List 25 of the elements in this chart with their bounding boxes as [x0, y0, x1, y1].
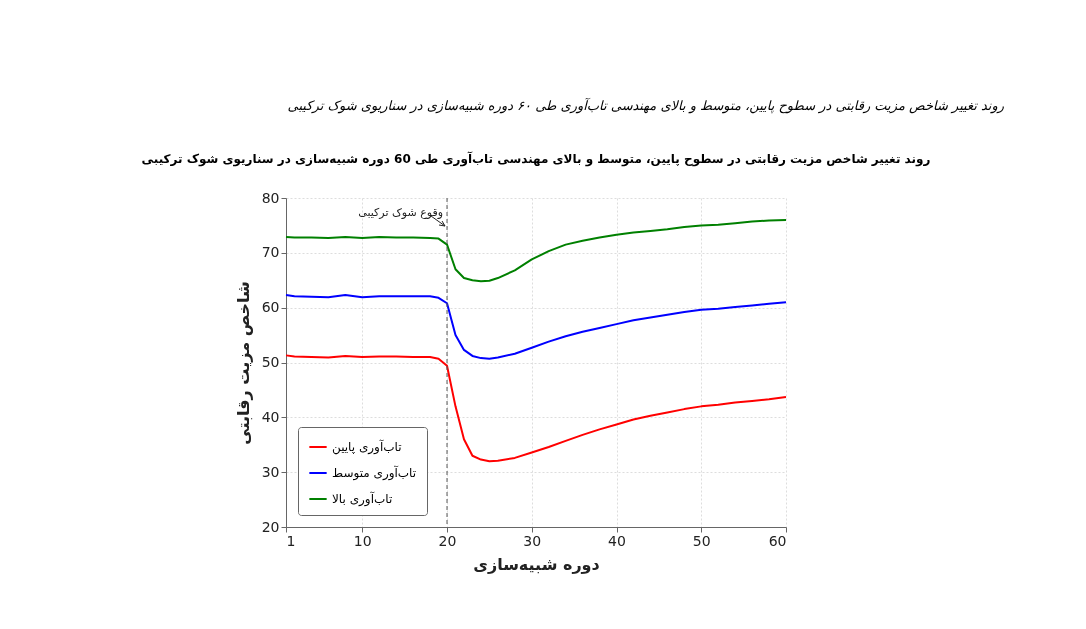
x-tick-label: 30: [523, 532, 542, 549]
line-series: [285, 354, 787, 463]
text: روند تغییر شاخص مزیت رقابتی در سطوح پایین، متوسط و بالای مهندسی تاب‌آوری طی ۶۰ دوره شبیه‌سازی در سناریوی شوک ترکیبی: [287, 98, 1004, 113]
y-tick-label: 70: [261, 244, 280, 261]
x-tick-label: 10: [353, 532, 372, 549]
y-tick-label: 40: [261, 408, 280, 425]
x-axis-title: دوره شبیه‌سازی: [473, 554, 600, 574]
x-tick-label: 40: [608, 532, 626, 549]
y-tick-label: 60: [261, 299, 280, 316]
legend-label: تاب‌آوری بالا: [332, 491, 393, 507]
legend-label: تاب‌آوری پایین: [332, 439, 402, 455]
chart-title: روند تغییر شاخص مزیت رقابتی در سطوح پایین، متوسط و بالای مهندسی تاب‌آوری طی 60 دوره شبیه‌سازی در سناریوی شوک ترکیبی: [141, 151, 931, 167]
y-tick-label: 30: [261, 463, 280, 480]
y-tick-label: 80: [261, 189, 280, 206]
line-series: [285, 294, 787, 360]
y-axis-title: شاخص مزیت رقابتی: [233, 281, 253, 445]
x-tick-label: 1: [286, 532, 296, 549]
line-series: [285, 218, 787, 283]
legend-label: تاب‌آوری متوسط: [332, 465, 417, 481]
x-tick-label: 60: [768, 532, 787, 549]
x-tick-label: 50: [692, 532, 711, 549]
x-tick-label: 20: [438, 532, 457, 549]
y-tick-label: 50: [261, 354, 280, 370]
ref-line-label: وقوع شوک ترکیبی: [358, 206, 444, 219]
y-tick-label: 20: [261, 518, 280, 535]
